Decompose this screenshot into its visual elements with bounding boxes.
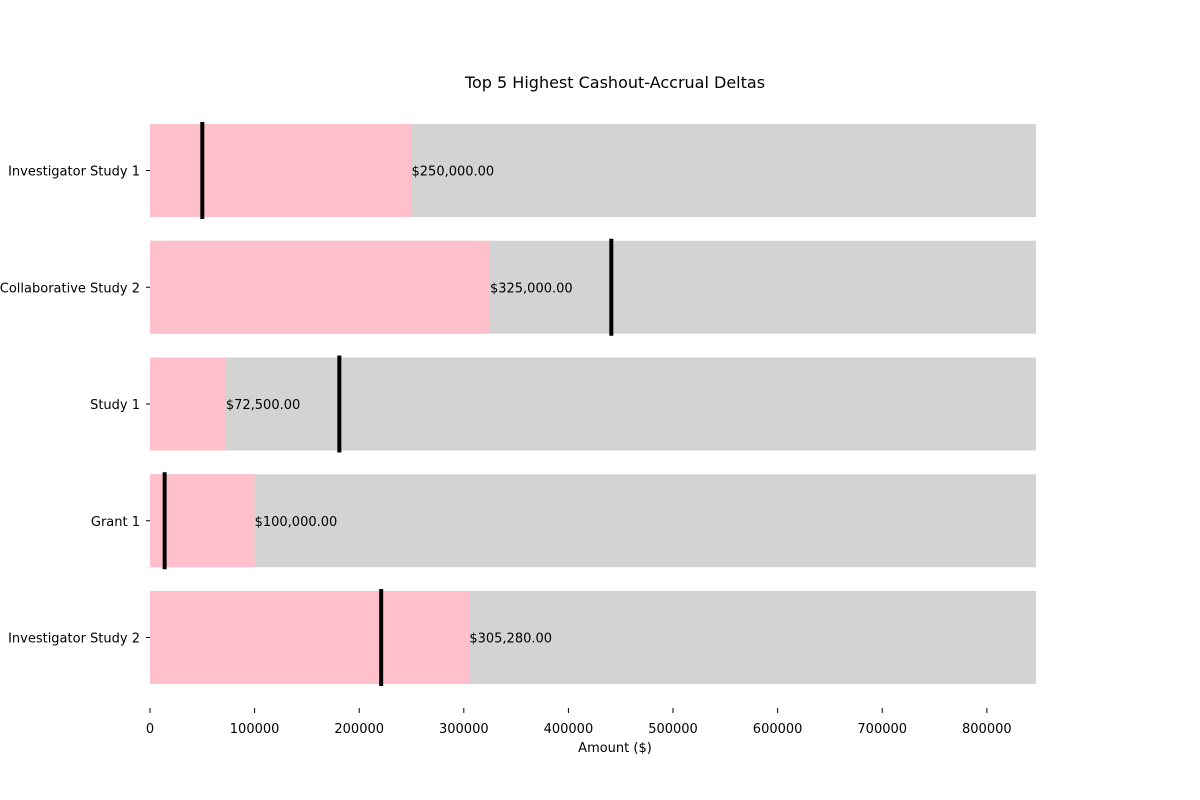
category-label: Grant 1 — [91, 515, 140, 530]
delta-bars — [150, 124, 490, 684]
x-tick-label: 300000 — [439, 722, 489, 737]
marker-line — [162, 472, 167, 570]
data-label: $325,000.00 — [490, 281, 573, 296]
x-tick-label: 800000 — [962, 722, 1012, 737]
category-label: Investigator Study 1 — [8, 165, 140, 180]
data-label: $100,000.00 — [255, 515, 338, 530]
x-axis: 0 100000 200000 300000 400000 500000 600000 700… — [146, 708, 1012, 737]
category-labels: Investigator Study 1 Collaborative Study … — [0, 165, 150, 647]
x-tick-label: 500000 — [648, 722, 698, 737]
delta-bar — [150, 357, 226, 451]
marker-line — [337, 355, 342, 453]
x-tick-label: 0 — [146, 722, 154, 737]
x-tick-label: 700000 — [857, 722, 907, 737]
delta-bar — [150, 124, 412, 217]
data-label: $250,000.00 — [412, 165, 495, 180]
x-tick-label: 100000 — [230, 722, 280, 737]
x-tick-label: 200000 — [334, 722, 384, 737]
data-labels: $250,000.00 $325,000.00 $72,500.00 $100,000… — [226, 165, 573, 647]
category-label: Investigator Study 2 — [8, 632, 140, 647]
x-axis-label: Amount ($) — [578, 741, 652, 756]
delta-bar — [150, 591, 470, 684]
marker-line — [609, 238, 614, 336]
delta-bar — [150, 240, 490, 334]
background-bar — [150, 357, 1036, 451]
data-label: $72,500.00 — [226, 398, 300, 413]
category-label: Collaborative Study 2 — [0, 281, 140, 296]
category-label: Study 1 — [90, 398, 140, 413]
data-label: $305,280.00 — [469, 632, 552, 647]
x-tick-label: 400000 — [544, 722, 594, 737]
marker-line — [200, 122, 205, 219]
marker-line — [379, 589, 384, 686]
chart-title: Top 5 Highest Cashout-Accrual Deltas — [464, 73, 765, 92]
delta-bar — [150, 474, 255, 568]
marker-lines — [162, 122, 614, 686]
x-tick-label: 600000 — [753, 722, 803, 737]
background-bar — [150, 474, 1036, 568]
